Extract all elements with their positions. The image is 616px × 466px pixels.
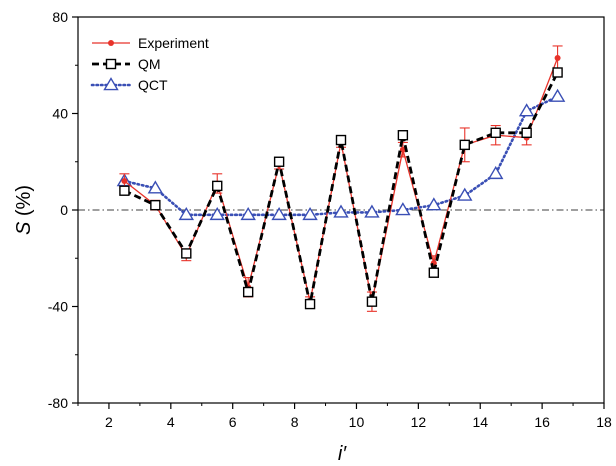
qm-point: [397, 130, 409, 141]
qm-point: [212, 180, 223, 192]
qct-point: [364, 204, 380, 218]
qm-line: [123, 71, 559, 305]
x-tick-label: 2: [105, 414, 113, 430]
qm-point: [181, 248, 192, 259]
qm-point: [366, 296, 378, 307]
legend-label: QCT: [138, 77, 168, 93]
x-tick-label: 18: [596, 414, 612, 430]
legend-swatch-marker: [103, 77, 119, 91]
x-tick-label: 14: [472, 414, 488, 430]
qct-line: [123, 95, 559, 217]
series-qct: [116, 88, 566, 221]
y-tick-label: 0: [60, 202, 68, 218]
qm-point: [490, 127, 501, 139]
legend-swatch-marker: [105, 58, 117, 70]
series-layer: [116, 45, 566, 312]
qct-point: [457, 187, 473, 201]
legend-label: QM: [138, 56, 161, 72]
experiment-line: [124, 57, 559, 302]
qct-point: [271, 206, 287, 221]
x-tick-label: 4: [167, 414, 175, 430]
legend-swatch-marker: [108, 40, 114, 46]
qct-point: [395, 202, 411, 216]
qct-point: [333, 204, 349, 218]
x-tick-label: 10: [349, 414, 365, 430]
y-axis-unit: (%): [13, 185, 35, 222]
legend: Experiment QM QCT: [90, 35, 209, 93]
qct-point: [302, 206, 318, 221]
y-axis-title: S (%): [13, 185, 35, 235]
x-tick-label: 6: [229, 414, 237, 430]
qct-point: [518, 103, 535, 117]
qct-point: [487, 165, 504, 180]
qm-point: [335, 134, 347, 146]
legend-item-experiment: Experiment: [92, 35, 209, 51]
qm-point: [428, 267, 440, 278]
y-tick-labels: -80 -40 0 40 80: [48, 9, 68, 411]
y-tick-label: 80: [52, 9, 68, 25]
legend-item-qct: QCT: [90, 77, 168, 93]
x-tick-labels: 2 4 6 8 10 12 14 16 18: [105, 414, 612, 430]
y-tick-label: -80: [48, 395, 68, 411]
qm-point: [552, 67, 563, 78]
qct-point: [240, 206, 256, 221]
qm-point: [150, 199, 161, 211]
qct-point: [549, 88, 566, 102]
qm-point: [119, 185, 130, 196]
y-axis-symbol: S: [13, 221, 35, 235]
qm-point: [242, 286, 254, 298]
experiment-point: [121, 178, 128, 185]
x-tick-label: 16: [534, 414, 550, 430]
experiment-point: [554, 55, 561, 62]
legend-label: Experiment: [138, 35, 209, 51]
y-tick-label: -40: [48, 299, 68, 315]
qm-point: [273, 156, 285, 167]
legend-item-qm: QM: [92, 56, 161, 72]
qm-point: [459, 139, 470, 151]
qct-point: [147, 180, 164, 194]
qct-point: [209, 206, 225, 221]
x-axis-title: i′: [338, 443, 347, 465]
x-tick-label: 12: [411, 414, 427, 430]
qm-point: [304, 298, 316, 310]
series-qm: [119, 67, 563, 310]
plot-frame: [77, 16, 605, 404]
x-tick-label: 8: [291, 414, 299, 430]
y-tick-label: 40: [52, 106, 68, 122]
qm-point: [521, 127, 532, 139]
qct-point: [426, 197, 442, 211]
qct-point: [178, 206, 195, 221]
